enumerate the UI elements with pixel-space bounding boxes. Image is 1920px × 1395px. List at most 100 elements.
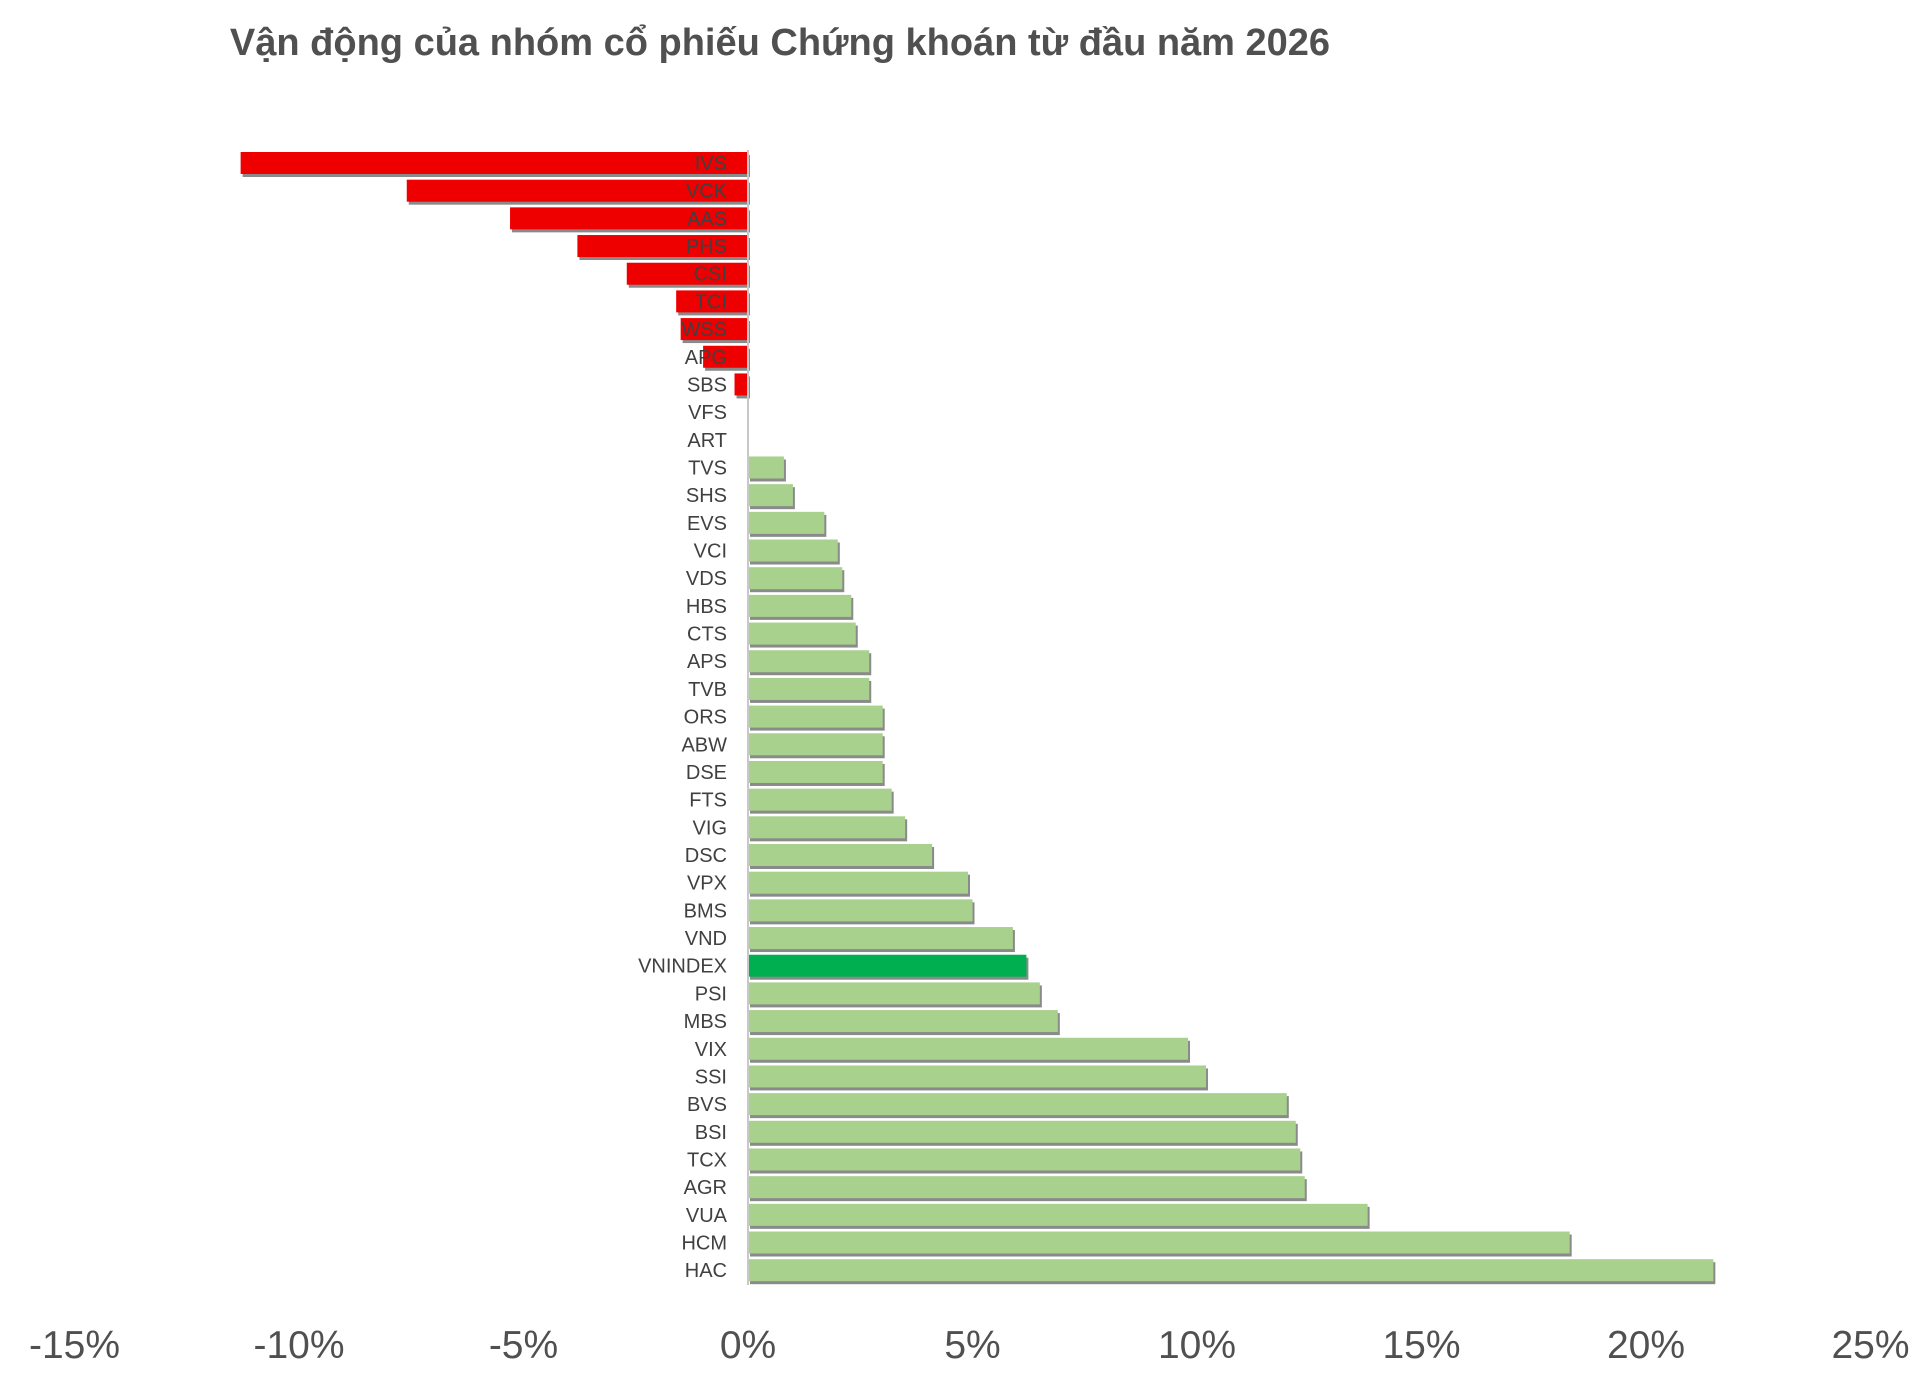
bar-hac: [748, 1259, 1716, 1285]
category-label-apg: APG: [685, 347, 727, 369]
bar-fill-phs: [577, 235, 748, 258]
bar-hcm: [748, 1231, 1572, 1257]
bar-cts: [748, 622, 858, 648]
bar-fill-shs: [748, 484, 793, 507]
x-tick-label: 15%: [1382, 1324, 1460, 1367]
category-label-art: ART: [687, 430, 727, 452]
bar-fill-vci: [748, 539, 838, 562]
bar-hbs: [748, 594, 854, 620]
bar-fill-vnd: [748, 927, 1013, 950]
bar-fill-aps: [748, 650, 870, 673]
category-label-bms: BMS: [684, 900, 727, 922]
bar-vnd: [748, 927, 1015, 953]
bar-phs: [577, 235, 750, 261]
category-label-tvb: TVB: [688, 679, 727, 701]
bar-fill-cts: [748, 622, 856, 645]
bar-tvb: [748, 677, 872, 703]
category-label-dse: DSE: [686, 762, 727, 784]
bar-fill-dse: [748, 760, 883, 783]
category-label-tvs: TVS: [688, 457, 727, 479]
category-label-sbs: SBS: [687, 374, 727, 396]
x-tick-label: 5%: [944, 1324, 1000, 1367]
bar-vds: [748, 567, 845, 593]
bar-fill-tci: [676, 290, 748, 313]
bar-fill-hac: [748, 1259, 1714, 1282]
bar-fill-apg: [703, 345, 748, 368]
bar-fill-aas: [510, 207, 748, 230]
bar-abw: [748, 733, 885, 759]
bar-fill-dsc: [748, 844, 933, 866]
category-label-csi: CSI: [694, 264, 727, 286]
category-label-dsc: DSC: [685, 845, 727, 867]
bars-layer: [240, 152, 1716, 1285]
bar-ivs: [240, 152, 750, 177]
category-label-psi: PSI: [695, 983, 727, 1005]
bar-tcx: [748, 1148, 1303, 1174]
category-label-hac: HAC: [685, 1260, 727, 1282]
category-label-vfs: VFS: [688, 402, 727, 424]
x-tick-label: -15%: [29, 1324, 120, 1367]
x-tick-label: 25%: [1831, 1324, 1909, 1367]
bar-fill-wss: [680, 318, 748, 341]
category-label-tcx: TCX: [687, 1149, 727, 1171]
bar-evs: [748, 511, 827, 537]
category-label-wss: WSS: [681, 319, 727, 341]
category-label-vnindex: VNINDEX: [638, 956, 727, 978]
bar-fill-sbs: [734, 373, 748, 396]
bar-dse: [748, 760, 885, 786]
bar-fill-csi: [626, 262, 748, 285]
bar-bsi: [748, 1120, 1298, 1146]
bar-fill-fts: [748, 788, 892, 811]
category-label-mbs: MBS: [684, 1011, 727, 1033]
category-label-aas: AAS: [687, 208, 727, 230]
category-label-vua: VUA: [686, 1205, 728, 1227]
bar-fill-ssi: [748, 1065, 1206, 1088]
category-label-ssi: SSI: [695, 1066, 727, 1088]
bar-fill-bsi: [748, 1120, 1296, 1143]
bar-fill-vix: [748, 1037, 1189, 1060]
bar-fill-bms: [748, 899, 973, 922]
bar-bms: [748, 899, 975, 925]
bar-vua: [748, 1203, 1370, 1229]
bar-fill-vpx: [748, 871, 969, 894]
category-label-hcm: HCM: [681, 1233, 727, 1255]
bar-fill-vds: [748, 567, 843, 590]
bar-fill-tvs: [748, 456, 784, 479]
category-label-fts: FTS: [689, 790, 727, 812]
category-label-bsi: BSI: [695, 1122, 727, 1144]
bar-aas: [510, 207, 750, 233]
bar-sbs: [734, 373, 750, 399]
bar-fill-hbs: [748, 594, 852, 617]
bar-fts: [748, 788, 894, 814]
category-label-evs: EVS: [687, 513, 727, 535]
bar-apg: [703, 345, 750, 371]
bar-fill-ivs: [240, 152, 748, 174]
bar-mbs: [748, 1010, 1060, 1036]
chart-title: Vận động của nhóm cổ phiếu Chứng khoán t…: [229, 22, 1331, 64]
category-label-vck: VCK: [686, 181, 728, 203]
category-label-abw: ABW: [681, 734, 727, 756]
bar-fill-vnindex: [748, 954, 1027, 977]
category-label-vds: VDS: [686, 568, 727, 590]
category-labels-layer: IVS VCK AAS PHS CSI TCI WSS APG SBS VFS ART TVS SHS E…: [638, 153, 728, 1282]
bar-ors: [748, 705, 885, 731]
category-label-ivs: IVS: [695, 153, 727, 175]
bar-fill-evs: [748, 511, 825, 534]
x-axis-tick-labels: -15% -10% -5% 0% 5% 10% 15% 20% 25%: [29, 1324, 1910, 1367]
category-label-bvs: BVS: [687, 1094, 727, 1116]
bar-fill-tvb: [748, 677, 870, 700]
bar-psi: [748, 982, 1042, 1008]
category-label-vix: VIX: [695, 1039, 727, 1061]
bar-vix: [748, 1037, 1191, 1063]
bar-vig: [748, 816, 908, 842]
category-label-aps: APS: [687, 651, 727, 673]
x-tick-label: 20%: [1607, 1324, 1685, 1367]
bar-fill-psi: [748, 982, 1040, 1005]
bar-fill-tcx: [748, 1148, 1301, 1171]
category-label-ors: ORS: [684, 707, 727, 729]
bar-agr: [748, 1176, 1307, 1202]
bar-vci: [748, 539, 840, 565]
category-label-cts: CTS: [687, 624, 727, 646]
x-tick-label: 10%: [1158, 1324, 1236, 1367]
